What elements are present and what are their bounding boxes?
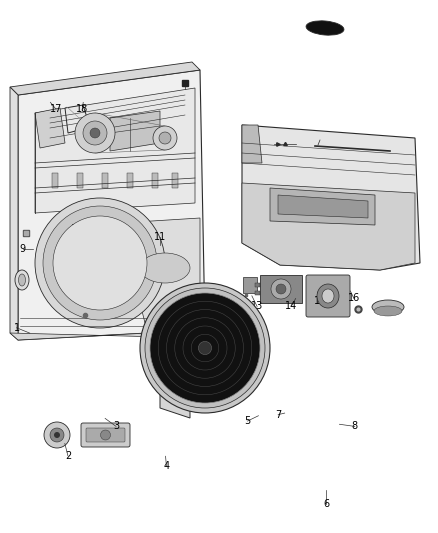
Text: 15: 15 <box>314 296 326 306</box>
Text: 7: 7 <box>275 410 281 419</box>
Ellipse shape <box>317 284 339 308</box>
Circle shape <box>198 342 212 354</box>
Polygon shape <box>65 105 90 133</box>
Polygon shape <box>110 111 160 151</box>
Circle shape <box>150 293 260 403</box>
Bar <box>77 173 83 188</box>
Text: 11: 11 <box>154 232 166 242</box>
Text: 3: 3 <box>113 422 119 431</box>
Bar <box>255 283 260 287</box>
Text: 10: 10 <box>71 224 83 234</box>
Polygon shape <box>242 183 415 270</box>
Text: 4: 4 <box>163 462 170 471</box>
Circle shape <box>276 284 286 294</box>
Polygon shape <box>242 125 420 270</box>
Circle shape <box>35 198 165 328</box>
Bar <box>102 173 108 188</box>
Circle shape <box>100 430 110 440</box>
Text: 16: 16 <box>348 294 360 303</box>
Ellipse shape <box>372 300 404 314</box>
FancyBboxPatch shape <box>81 423 130 447</box>
Bar <box>243 277 257 293</box>
Circle shape <box>83 121 107 145</box>
Polygon shape <box>10 62 200 95</box>
Polygon shape <box>260 275 302 303</box>
FancyBboxPatch shape <box>86 428 125 442</box>
Ellipse shape <box>322 289 334 303</box>
Polygon shape <box>160 323 190 418</box>
Text: 18: 18 <box>76 104 88 114</box>
Bar <box>127 173 133 188</box>
Polygon shape <box>10 330 205 340</box>
Text: 13: 13 <box>251 302 263 311</box>
Bar <box>152 173 158 188</box>
Circle shape <box>50 428 64 442</box>
Circle shape <box>159 132 171 144</box>
Bar <box>52 173 58 188</box>
Text: 17: 17 <box>50 104 62 114</box>
Text: 6: 6 <box>323 499 329 508</box>
Circle shape <box>90 128 100 138</box>
Text: 12: 12 <box>222 296 234 306</box>
Polygon shape <box>18 70 205 340</box>
Circle shape <box>43 206 157 320</box>
Text: 14: 14 <box>285 302 297 311</box>
Ellipse shape <box>15 270 29 290</box>
Text: 9: 9 <box>20 245 26 254</box>
Text: 8: 8 <box>352 422 358 431</box>
Ellipse shape <box>140 253 190 283</box>
Text: 1: 1 <box>14 323 20 333</box>
Circle shape <box>44 422 70 448</box>
Polygon shape <box>120 218 200 328</box>
Text: 2: 2 <box>65 451 71 461</box>
Polygon shape <box>270 188 375 225</box>
Text: 5: 5 <box>244 416 251 426</box>
Ellipse shape <box>374 306 402 316</box>
Circle shape <box>54 432 60 438</box>
Ellipse shape <box>18 274 25 286</box>
Polygon shape <box>278 195 368 218</box>
Polygon shape <box>10 87 18 340</box>
Circle shape <box>75 113 115 153</box>
Polygon shape <box>35 88 195 213</box>
Polygon shape <box>35 108 65 148</box>
Polygon shape <box>242 125 262 163</box>
Circle shape <box>271 279 291 299</box>
Bar <box>172 173 178 188</box>
Circle shape <box>53 216 147 310</box>
FancyBboxPatch shape <box>306 275 350 317</box>
Ellipse shape <box>306 21 344 35</box>
Circle shape <box>140 283 270 413</box>
Circle shape <box>153 126 177 150</box>
Circle shape <box>145 288 265 408</box>
Bar <box>255 291 260 295</box>
